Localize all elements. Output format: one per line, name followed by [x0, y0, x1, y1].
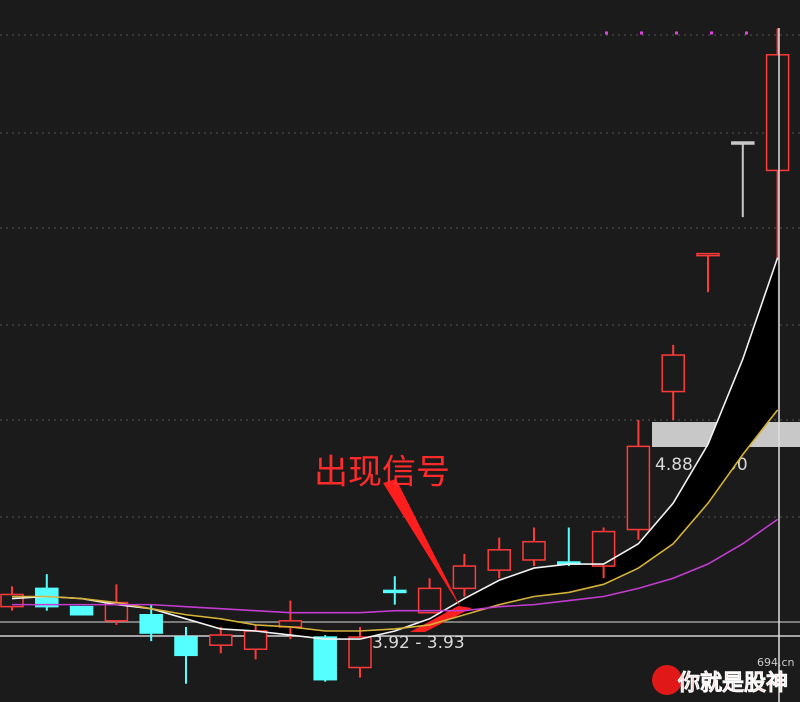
range-label: 3.92 - 3.93 — [372, 633, 465, 653]
candle-body — [209, 634, 233, 646]
candle-body — [174, 636, 198, 657]
candle-body — [313, 636, 337, 681]
candle-body — [765, 54, 790, 172]
ma-line — [12, 409, 779, 632]
candle-body — [731, 141, 755, 145]
candle-body — [696, 252, 720, 257]
lines — [11, 257, 779, 640]
logo — [652, 665, 682, 695]
candle-body — [591, 530, 616, 567]
arrow — [383, 479, 462, 610]
brand: 你就是股神 — [677, 670, 788, 696]
ma-line — [12, 518, 779, 614]
annotation: 出现信号 — [314, 453, 450, 493]
watermark: 你就是股神 694.cn — [652, 656, 795, 696]
candle-body — [139, 614, 163, 634]
candle-body — [69, 605, 94, 616]
candle-body — [383, 589, 407, 594]
candle-body — [661, 354, 685, 393]
candle-body — [417, 587, 442, 614]
candle-body — [243, 630, 268, 650]
site: 694.cn — [757, 656, 795, 669]
candle-body — [487, 549, 511, 571]
candle-body — [626, 445, 651, 531]
candle-body — [452, 565, 477, 590]
candle-body — [348, 636, 372, 669]
candle-body — [522, 540, 546, 561]
